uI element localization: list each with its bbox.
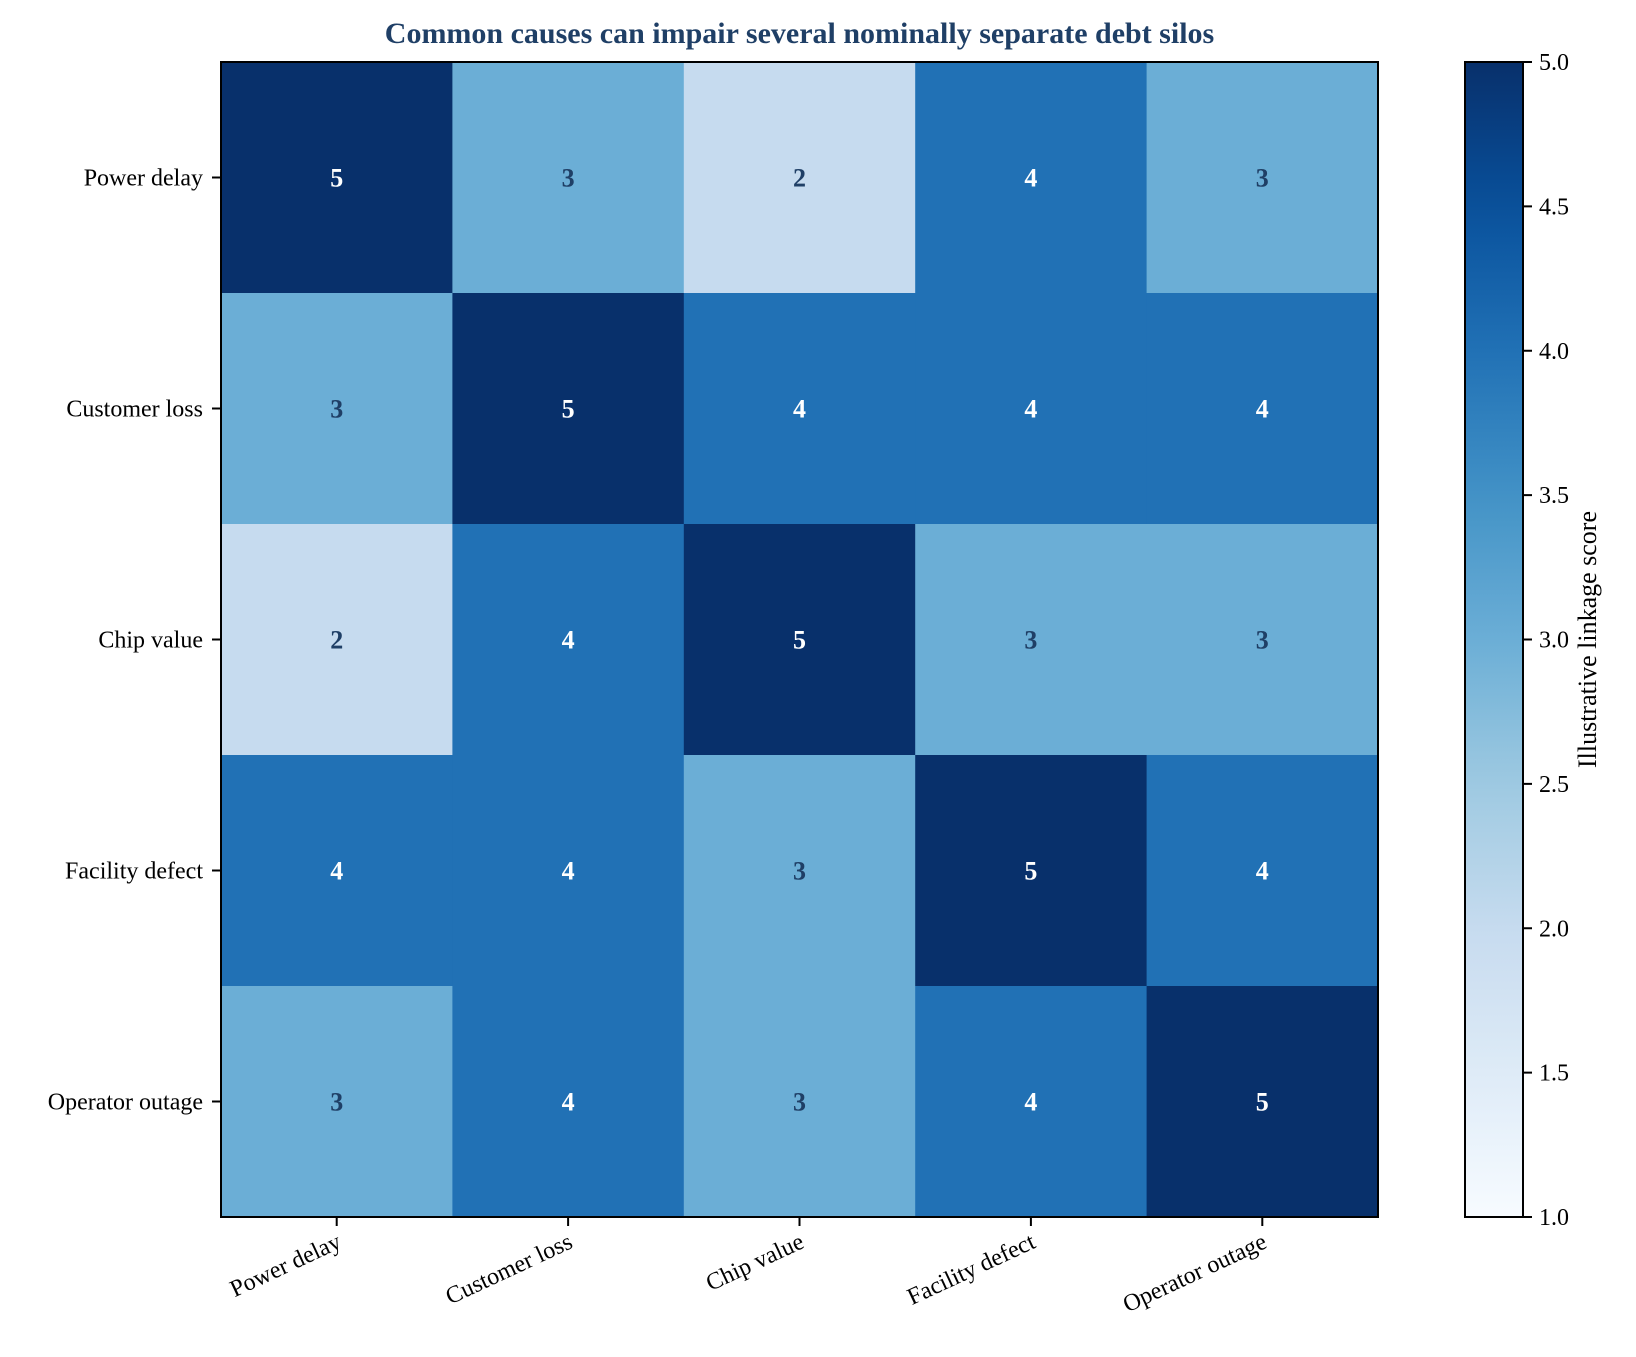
cell-value-label: 4 xyxy=(1024,164,1037,193)
cell-value-label: 4 xyxy=(1024,395,1037,424)
cell-value-label: 5 xyxy=(1024,857,1037,886)
colorbar-tick-label: 3.5 xyxy=(1539,483,1569,509)
cell-value-label: 4 xyxy=(1024,1088,1037,1117)
colorbar-label: Illustrative linkage score xyxy=(1573,511,1602,768)
y-tick-label: Operator outage xyxy=(48,1090,203,1116)
heatmap-cell xyxy=(915,62,1148,294)
cell-value-label: 3 xyxy=(330,395,343,424)
cell-value-label: 3 xyxy=(562,164,575,193)
colorbar-tick-label: 1.0 xyxy=(1539,1205,1569,1231)
heatmap-cell xyxy=(683,293,916,525)
heatmap-cell xyxy=(915,986,1148,1218)
x-tick-label: Facility defect xyxy=(903,1229,1039,1311)
cell-value-label: 4 xyxy=(793,395,806,424)
cell-value-label: 5 xyxy=(562,395,575,424)
y-tick-label: Power delay xyxy=(84,166,203,192)
colorbar-gradient xyxy=(1465,62,1523,1217)
colorbar-tick-label: 4.0 xyxy=(1539,339,1569,365)
cell-value-label: 4 xyxy=(562,857,575,886)
heatmap-cell xyxy=(221,62,453,294)
y-tick-label: Customer loss xyxy=(66,397,203,423)
y-tick-label: Chip value xyxy=(98,628,203,654)
x-tick-label: Operator outage xyxy=(1119,1229,1271,1318)
cell-value-label: 3 xyxy=(1256,164,1269,193)
chart-title: Common causes can impair several nominal… xyxy=(385,17,1214,50)
cell-value-label: 4 xyxy=(1256,857,1269,886)
heatmap-cell xyxy=(1146,62,1379,294)
heatmap-cell xyxy=(1146,293,1379,525)
colorbar-tick-label: 5.0 xyxy=(1539,50,1569,76)
colorbar-tick-label: 2.5 xyxy=(1539,772,1569,798)
heatmap-cell xyxy=(683,62,916,294)
cell-value-label: 5 xyxy=(793,626,806,655)
heatmap-cell xyxy=(915,524,1148,756)
heatmap-cell xyxy=(452,524,685,756)
cell-value-label: 4 xyxy=(330,857,343,886)
cell-value-label: 3 xyxy=(330,1088,343,1117)
heatmap-cell xyxy=(683,986,916,1218)
heatmap-cell xyxy=(1146,524,1379,756)
heatmap-cell xyxy=(683,524,916,756)
heatmap-cells: 5 3 2 4 3 3 5 4 4 4 2 4 5 3 3 4 4 3 5 4 3 4 3 4 5 xyxy=(221,62,1379,1218)
colorbar-tick-label: 1.5 xyxy=(1539,1061,1569,1087)
heatmap-cell xyxy=(221,986,453,1218)
heatmap-cell xyxy=(452,62,685,294)
cell-value-label: 3 xyxy=(793,1088,806,1117)
y-tick-label: Facility defect xyxy=(65,859,203,885)
heatmap-cell xyxy=(1146,986,1379,1218)
cell-value-label: 3 xyxy=(1024,626,1037,655)
cell-value-label: 4 xyxy=(562,626,575,655)
cell-value-label: 4 xyxy=(562,1088,575,1117)
heatmap-cell xyxy=(221,755,453,987)
heatmap-cell xyxy=(221,524,453,756)
cell-value-label: 3 xyxy=(1256,626,1269,655)
cell-value-label: 3 xyxy=(793,857,806,886)
heatmap-cell xyxy=(915,755,1148,987)
x-tick-label: Customer loss xyxy=(442,1229,577,1310)
cell-value-label: 5 xyxy=(330,164,343,193)
colorbar-tick-label: 2.0 xyxy=(1539,916,1569,942)
heatmap-cell xyxy=(452,986,685,1218)
cell-value-label: 2 xyxy=(330,626,343,655)
cell-value-label: 4 xyxy=(1256,395,1269,424)
cell-value-label: 5 xyxy=(1256,1088,1269,1117)
heatmap-cell xyxy=(1146,755,1379,987)
colorbar: 1.0 1.5 2.0 2.5 3.0 3.5 4.0 4.5 5.0 Illustrative … xyxy=(1464,50,1602,1231)
x-tick-label: Power delay xyxy=(226,1229,345,1303)
colorbar-tick-label: 4.5 xyxy=(1539,194,1569,220)
x-tick-label: Chip value xyxy=(702,1229,808,1297)
heatmap-cell xyxy=(915,293,1148,525)
colorbar-tick-label: 3.0 xyxy=(1539,628,1569,654)
cell-value-label: 2 xyxy=(793,164,806,193)
heatmap-cell xyxy=(452,755,685,987)
heatmap-cell xyxy=(683,755,916,987)
heatmap-cell xyxy=(221,293,453,525)
heatmap-cell xyxy=(452,293,685,525)
